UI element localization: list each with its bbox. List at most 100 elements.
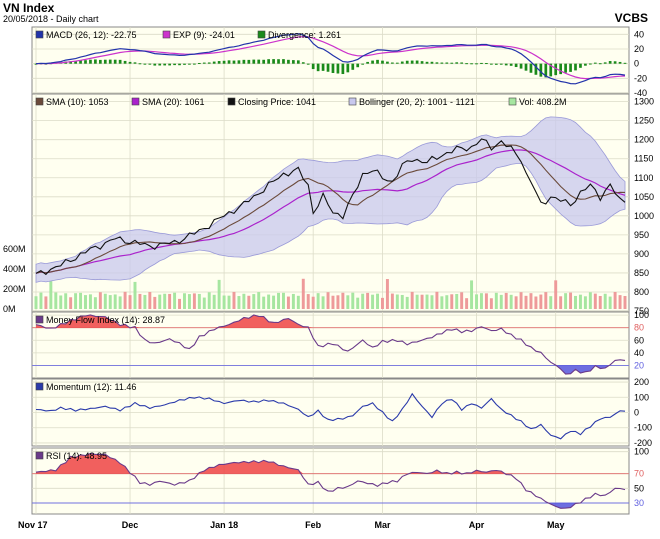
divergence-bar [425, 61, 429, 64]
divergence-bar [153, 63, 157, 66]
volume-bar [450, 294, 454, 309]
volume-bar [148, 291, 152, 309]
volume-bar [410, 291, 414, 309]
divergence-bar [262, 59, 266, 64]
volume-bar [336, 295, 340, 309]
volume-bar [128, 295, 132, 309]
volume-bar [138, 293, 142, 309]
divergence-bar [430, 61, 434, 64]
volume-bar [400, 294, 404, 309]
divergence-bar [193, 63, 196, 65]
volume-tick: 600M [3, 244, 26, 254]
volume-bar [257, 292, 261, 309]
x-axis-label: Nov 17 [18, 520, 48, 530]
divergence-bar [118, 59, 122, 64]
volume-bar [64, 293, 68, 309]
divergence-bar [311, 63, 315, 70]
divergence-bar [292, 60, 295, 64]
volume-bar [588, 292, 592, 309]
volume-bar [524, 295, 528, 309]
volume-bar [509, 294, 513, 309]
price-legend-label: Vol: 408.2M [519, 97, 567, 107]
volume-bar [385, 279, 389, 309]
divergence-bar [470, 63, 473, 65]
price-y-tick: 800 [634, 287, 649, 297]
divergence-bar [336, 63, 340, 74]
divergence-bar [148, 63, 152, 65]
volume-bar [168, 293, 172, 309]
x-axis-label: Mar [374, 520, 391, 530]
volume-tick: 200M [3, 284, 26, 294]
volume-bar [494, 292, 498, 309]
volume-bar [93, 297, 97, 309]
divergence-bar [277, 59, 280, 64]
divergence-bar [346, 63, 350, 73]
volume-bar [455, 293, 459, 309]
macd-exp-line [35, 36, 626, 80]
rsi-y-tick: 30 [634, 498, 644, 508]
divergence-bar [113, 59, 117, 64]
volume-tick: 400M [3, 264, 26, 274]
volume-bar [608, 296, 612, 309]
x-axis-label: Apr [469, 520, 485, 530]
volume-bar [499, 294, 503, 309]
divergence-bar [440, 62, 444, 64]
volume-bar [564, 293, 568, 309]
volume-bar [351, 292, 355, 309]
volume-bar [49, 281, 53, 309]
volume-bar [554, 280, 558, 309]
volume-bar [79, 292, 83, 309]
volume-bar [173, 292, 177, 309]
price-y-tick: 1050 [634, 192, 654, 202]
mfi-oversold-area [36, 365, 625, 374]
divergence-bar [410, 60, 414, 64]
volume-bar [534, 296, 538, 309]
volume-bar [331, 295, 335, 309]
divergence-bar [381, 60, 384, 64]
volume-bar [529, 293, 533, 309]
divergence-bar [613, 61, 617, 64]
price-legend-swatch [35, 97, 44, 106]
rsi-line [35, 452, 626, 509]
divergence-bar [366, 61, 369, 64]
divergence-bar [321, 63, 325, 71]
volume-bar [623, 296, 627, 309]
divergence-bar [163, 63, 167, 66]
mfi-y-tick: 100 [634, 310, 649, 320]
divergence-bar [69, 61, 72, 64]
divergence-bar [108, 59, 112, 64]
macd-legend-swatch [35, 30, 44, 39]
divergence-bar [326, 63, 330, 72]
volume-bar [306, 294, 310, 309]
volume-bar [465, 298, 469, 309]
divergence-bar [306, 63, 310, 65]
divergence-bar [504, 63, 508, 66]
divergence-bar [207, 62, 211, 64]
mom-y-tick: -200 [634, 438, 652, 448]
divergence-bar [509, 63, 513, 66]
rsi-legend-label: RSI (14): 48.95 [46, 451, 107, 461]
divergence-bar [103, 59, 107, 64]
divergence-bar [480, 62, 483, 64]
volume-bar [559, 296, 563, 309]
volume-bar [197, 293, 201, 309]
volume-bar [484, 293, 488, 309]
volume-bar [301, 278, 305, 309]
volume-bar [108, 295, 112, 309]
mom-y-tick: 0 [634, 408, 639, 418]
divergence-bar [123, 60, 127, 64]
macd-legend-label: MACD (26, 12): -22.75 [46, 30, 137, 40]
divergence-bar [222, 60, 226, 64]
mom-legend-label: Momentum (12): 11.46 [46, 382, 136, 392]
price-y-tick: 1300 [634, 97, 654, 107]
volume-bar [460, 292, 464, 309]
divergence-bar [34, 63, 38, 65]
divergence-bar [133, 62, 137, 64]
volume-bar [286, 296, 290, 309]
divergence-bar [98, 59, 102, 64]
volume-bar [103, 293, 107, 309]
divergence-bar [197, 62, 201, 64]
volume-bar [356, 297, 360, 309]
price-legend-swatch [131, 97, 140, 106]
divergence-bar [188, 63, 191, 65]
